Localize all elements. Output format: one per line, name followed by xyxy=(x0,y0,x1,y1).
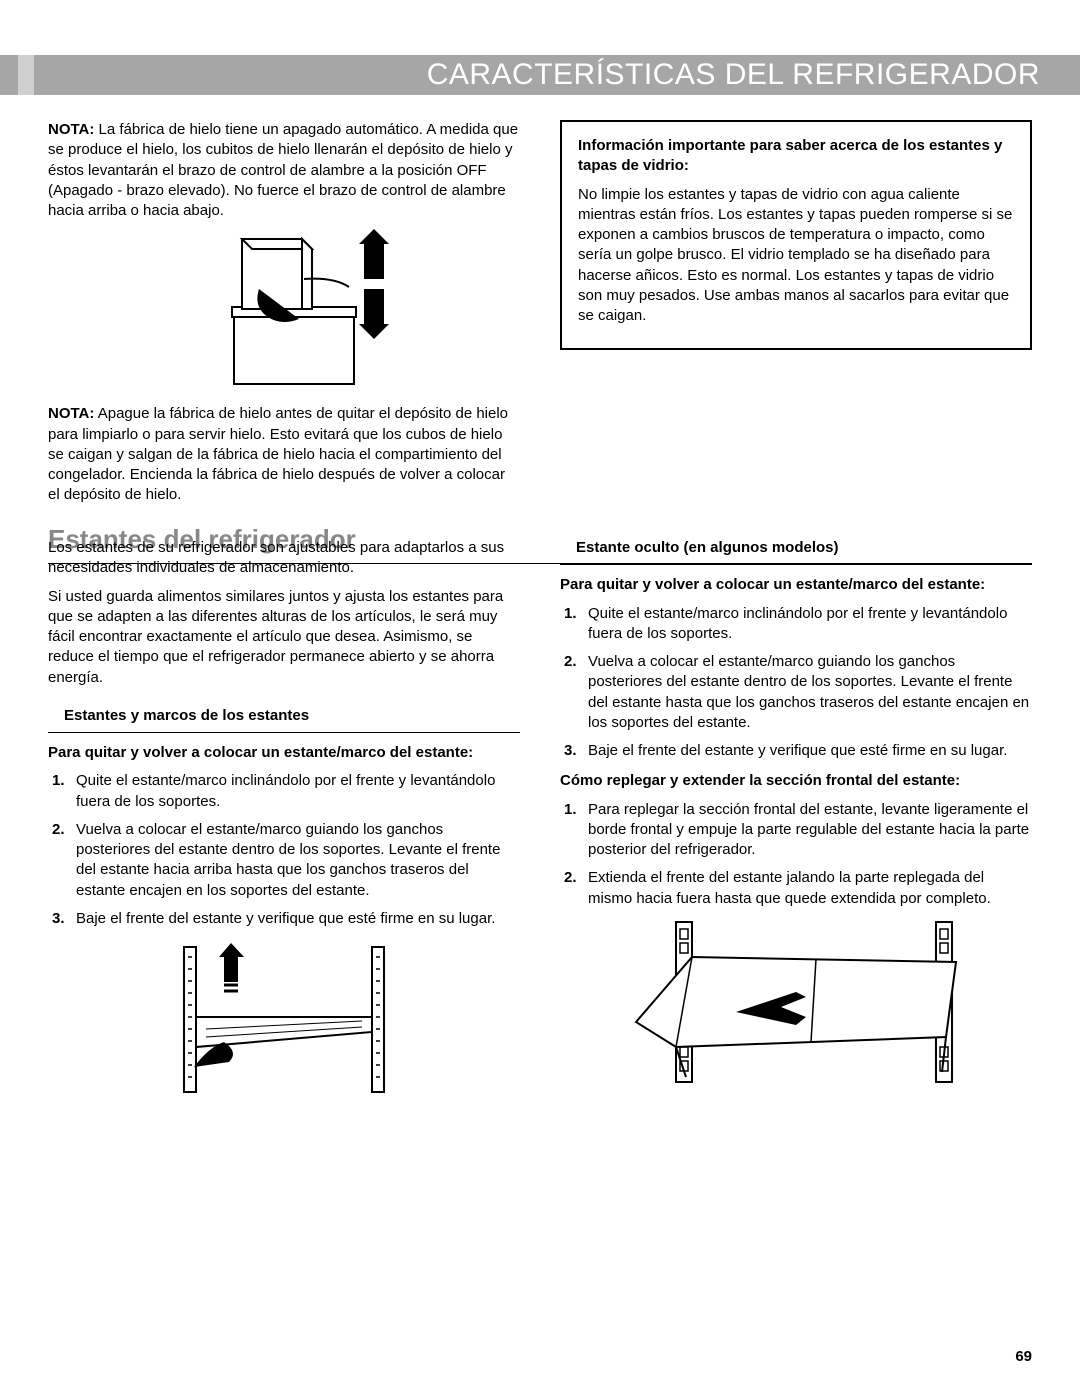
glass-shelf-warning-box: Información importante para saber acerca… xyxy=(560,120,1032,350)
list-item: Quite el estante/marco inclinándolo por … xyxy=(560,604,1032,645)
nota2-paragraph: NOTA: Apague la fábrica de hielo antes d… xyxy=(48,404,520,505)
list-item: Quite el estante/marco inclinándolo por … xyxy=(48,771,520,812)
steps-list-right-1: Quite el estante/marco inclinándolo por … xyxy=(560,604,1032,762)
nota2-label: NOTA: xyxy=(48,405,94,422)
steps-list-right-2: Para replegar la sección frontal del est… xyxy=(560,800,1032,909)
page-title: CARACTERÍSTICAS DEL REFRIGERADOR xyxy=(427,55,1040,96)
infobox-title: Información importante para saber acerca… xyxy=(578,136,1014,177)
lower-column-right: Estante oculto (en algunos modelos) Para… xyxy=(560,538,1032,1102)
list-item: Baje el frente del estante y verifique q… xyxy=(48,909,520,929)
nota2-body: Apague la fábrica de hielo antes de quit… xyxy=(48,405,508,503)
list-item: Extienda el frente del estante jalando l… xyxy=(560,868,1032,909)
lead-fold-extend: Cómo replegar y extender la sección fron… xyxy=(560,771,1032,791)
nota1-paragraph: NOTA: La fábrica de hielo tiene un apaga… xyxy=(48,120,520,221)
nota1-label: NOTA: xyxy=(48,121,94,138)
intro-para-1: Los estantes de su refrigerador son ajus… xyxy=(48,538,520,579)
list-item: Vuelva a colocar el estante/marco guiand… xyxy=(560,652,1032,733)
intro-para-2: Si usted guarda alimentos similares junt… xyxy=(48,587,520,688)
column-right: Información importante para saber acerca… xyxy=(560,120,1032,514)
nota1-body: La fábrica de hielo tiene un apagado aut… xyxy=(48,121,518,219)
infobox-body: No limpie los estantes y tapas de vidrio… xyxy=(578,185,1014,327)
lead-remove-replace: Para quitar y volver a colocar un estant… xyxy=(48,743,520,763)
figure-shelf-remove xyxy=(154,937,414,1102)
figure-shelf-slide xyxy=(616,917,976,1092)
list-item: Baje el frente del estante y verifique q… xyxy=(560,741,1032,761)
list-item: Para replegar la sección frontal del est… xyxy=(560,800,1032,861)
lower-column-left: Los estantes de su refrigerador son ajus… xyxy=(48,538,520,1102)
column-left: NOTA: La fábrica de hielo tiene un apaga… xyxy=(48,120,520,514)
upper-columns: NOTA: La fábrica de hielo tiene un apaga… xyxy=(48,120,1032,514)
header-band: CARACTERÍSTICAS DEL REFRIGERADOR xyxy=(0,55,1080,95)
subheading-oculto: Estante oculto (en algunos modelos) xyxy=(560,538,1032,565)
steps-list-left: Quite el estante/marco inclinándolo por … xyxy=(48,771,520,929)
list-item: Vuelva a colocar el estante/marco guiand… xyxy=(48,820,520,901)
page-number: 69 xyxy=(1015,1347,1032,1367)
lower-columns: Los estantes de su refrigerador son ajus… xyxy=(48,538,1032,1102)
figure-icemaker xyxy=(164,229,404,394)
lead-remove-replace-r: Para quitar y volver a colocar un estant… xyxy=(560,575,1032,595)
subheading-estantes: Estantes y marcos de los estantes xyxy=(48,706,520,733)
